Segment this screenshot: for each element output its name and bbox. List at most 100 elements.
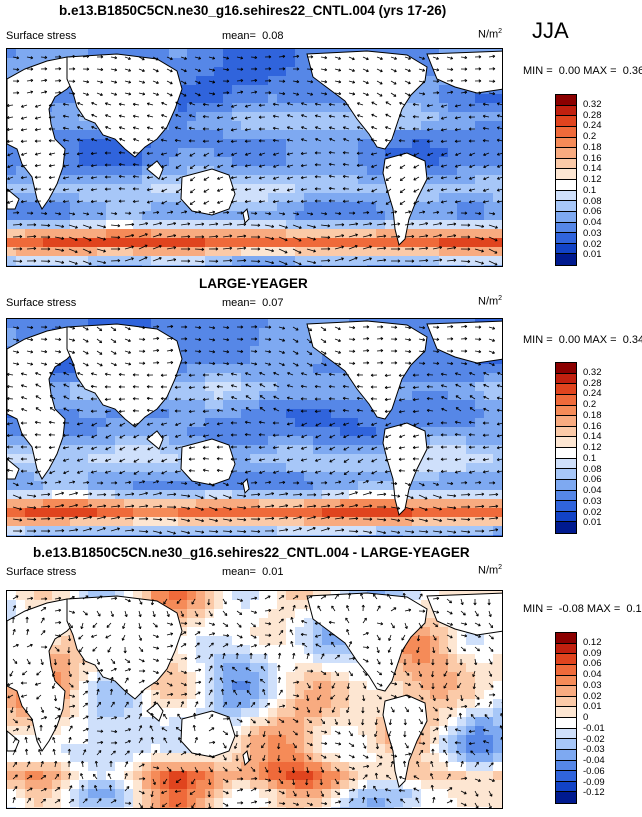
field-cell [160,148,170,158]
field-cell [70,121,80,131]
stress-arrow [146,152,154,154]
field-cell [196,427,206,437]
field-cell [430,391,440,401]
stress-arrowhead [385,423,389,427]
field-cell [322,427,332,437]
stress-arrow [82,80,89,83]
field-cell [304,238,314,248]
stress-arrowhead [494,250,498,254]
stress-arrow [91,126,98,130]
stress-arrowhead [399,153,403,157]
field-cell [106,202,116,212]
stress-arrowhead [245,407,249,410]
field-cell [25,454,35,464]
stress-arrowhead [160,422,164,426]
stress-arrow [441,384,448,388]
stress-arrowhead [132,373,136,377]
stress-arrow [418,326,425,329]
stress-arrowhead [7,200,10,204]
stress-arrow [483,188,490,192]
field-cell [394,265,404,266]
field-cell [403,238,413,248]
stress-arrowhead [467,223,471,227]
field-cell [34,58,44,68]
stress-arrowhead [188,457,192,461]
stress-arrow [166,325,174,328]
panel-1-units: N/m2 [478,28,502,41]
field-cell [151,184,161,194]
field-cell [286,328,296,338]
field-cell [268,220,278,230]
stress-arrow [147,446,154,451]
stress-arrowhead [7,176,10,181]
field-cell [268,391,278,401]
stress-arrow [231,164,238,167]
field-cell [286,490,296,500]
field-cell [214,526,224,536]
field-cell [16,238,26,248]
field-cell [295,85,305,95]
field-cell [466,400,476,410]
field-cell [349,463,359,473]
field-cell [403,400,413,410]
stress-arrow [49,383,56,388]
field-cell [259,337,269,347]
panel-2-mean-label: mean= [222,297,256,309]
stress-arrow [356,386,364,388]
field-cell [313,139,323,149]
stress-arrowhead [175,190,179,194]
stress-arrowhead [90,199,94,204]
stress-arrow [292,338,299,343]
field-cell [88,490,98,500]
stress-arrowhead [426,176,430,180]
stress-arrow [385,152,392,156]
stress-arrow [278,338,285,342]
field-cell [169,211,179,221]
stress-arrowhead [492,212,496,216]
stress-arrowhead [482,200,486,204]
stress-arrowhead [436,79,440,83]
field-cell [70,409,80,419]
field-cell [331,472,341,482]
field-cell [205,517,215,527]
field-cell [385,472,395,482]
stress-arrow [54,248,64,252]
stress-arrow [390,56,397,60]
field-cell [25,463,35,473]
field-cell [52,391,62,401]
field-cell [295,391,305,401]
field-cell [502,193,503,203]
field-cell [133,427,143,437]
field-cell [250,436,260,446]
field-cell [313,454,323,464]
field-cell [169,202,179,212]
stress-arrow [49,152,56,155]
stress-arrowhead [160,152,164,156]
field-cell [16,193,26,203]
stress-arrowhead [175,422,178,427]
field-cell [295,526,305,536]
stress-arrow [245,383,252,388]
stress-arrowhead [132,114,136,118]
field-cell [286,157,296,167]
field-cell [187,94,197,104]
field-cell [331,238,341,248]
field-cell [376,211,386,221]
field-cell [7,445,17,455]
stress-arrowhead [296,212,300,216]
field-cell [349,220,359,230]
field-cell [250,481,260,491]
stress-arrowhead [61,224,65,228]
field-cell [214,427,224,437]
field-cell [475,184,485,194]
field-cell [439,382,449,392]
field-cell [322,391,332,401]
field-cell [259,526,269,536]
stress-arrow [194,338,202,341]
stress-arrowhead [425,258,429,263]
stress-arrow [404,326,411,329]
stress-arrow [314,386,322,388]
field-cell [250,418,260,428]
stress-arrowhead [188,385,192,390]
field-cell [223,391,233,401]
